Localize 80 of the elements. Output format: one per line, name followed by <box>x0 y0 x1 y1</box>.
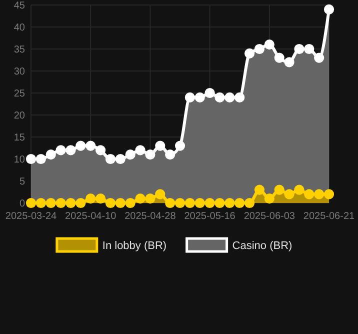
y-tick-label: 45 <box>14 0 26 12</box>
y-tick-label: 35 <box>14 44 26 56</box>
point <box>244 198 255 208</box>
x-tick-label: 2025-04-28 <box>124 211 176 222</box>
point <box>155 140 166 151</box>
y-tick-label: 20 <box>14 110 26 122</box>
point <box>264 194 274 204</box>
point <box>26 154 36 164</box>
y-tick-label: 30 <box>14 66 26 78</box>
point <box>214 92 225 102</box>
point <box>56 145 66 156</box>
point <box>264 40 274 50</box>
point <box>95 194 106 204</box>
point <box>105 198 116 208</box>
point <box>76 140 86 151</box>
point <box>66 145 76 156</box>
point <box>194 92 205 102</box>
point <box>165 150 176 160</box>
point <box>95 145 106 156</box>
point <box>314 52 324 63</box>
point <box>115 154 126 164</box>
point <box>304 44 314 54</box>
x-tick-label: 2025-04-10 <box>65 211 117 222</box>
point <box>274 52 284 63</box>
point <box>56 198 66 208</box>
point <box>184 198 195 208</box>
x-tick-label: 2025-06-03 <box>244 211 296 222</box>
point <box>184 92 195 102</box>
point <box>46 198 56 208</box>
x-tick-label: 2025-03-24 <box>5 211 58 222</box>
point <box>125 198 136 208</box>
point <box>204 198 215 208</box>
point <box>324 4 334 14</box>
point <box>155 189 166 200</box>
point <box>294 44 304 54</box>
point <box>46 150 56 160</box>
legend-label: Casino (BR) <box>232 240 292 252</box>
point <box>26 198 36 208</box>
point <box>36 154 46 164</box>
y-tick-label: 25 <box>14 88 26 100</box>
point <box>284 189 294 200</box>
point <box>234 198 245 208</box>
point <box>294 184 304 195</box>
point <box>274 184 284 195</box>
point <box>66 198 76 208</box>
point <box>234 92 245 102</box>
point <box>86 140 96 151</box>
point <box>224 198 235 208</box>
point <box>194 198 205 208</box>
y-tick-label: 10 <box>14 154 26 166</box>
point <box>145 150 156 160</box>
point <box>125 150 136 160</box>
y-tick-label: 15 <box>14 132 26 144</box>
point <box>135 194 146 204</box>
point <box>304 189 314 200</box>
point <box>174 140 186 151</box>
point <box>254 44 265 54</box>
y-tick-label: 5 <box>19 176 26 188</box>
point <box>314 189 324 200</box>
x-tick-label: 2025-05-16 <box>184 211 236 222</box>
point <box>214 198 225 208</box>
point <box>284 57 294 68</box>
point <box>204 88 215 98</box>
point <box>105 154 116 164</box>
point <box>135 145 146 156</box>
y-tick-label: 40 <box>14 22 26 34</box>
point <box>145 194 156 204</box>
x-tick-label: 2025-06-21 <box>303 211 356 222</box>
point <box>324 189 334 200</box>
point <box>86 194 96 204</box>
point <box>165 198 176 208</box>
legend-label: In lobby (BR) <box>102 240 167 252</box>
point <box>224 92 235 102</box>
point <box>36 198 46 208</box>
point <box>174 198 186 208</box>
point <box>76 198 86 208</box>
point <box>244 48 255 58</box>
point <box>115 198 126 208</box>
point <box>254 184 265 195</box>
y-tick-label: 0 <box>19 198 26 210</box>
